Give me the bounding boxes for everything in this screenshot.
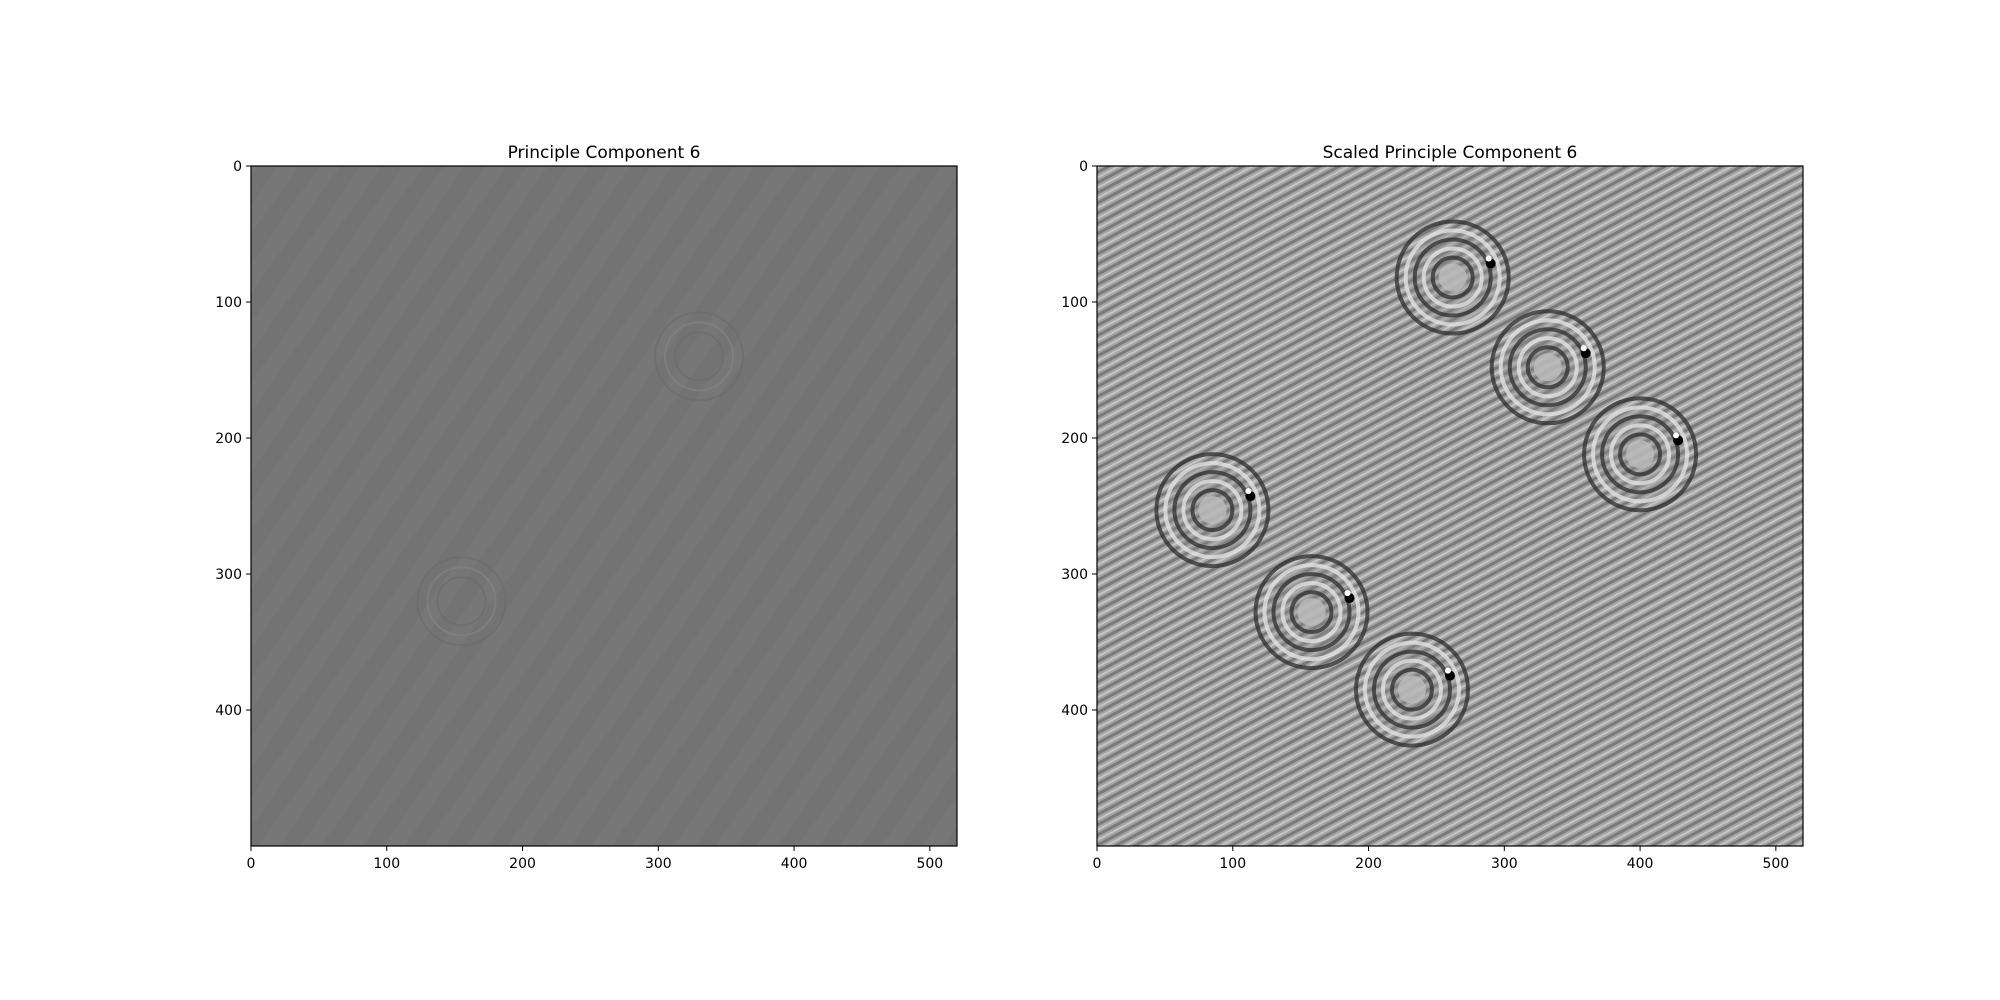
x-tick-label: 300 [1491, 856, 1518, 872]
ring-feature [1582, 396, 1699, 513]
y-tick-label: 0 [233, 159, 242, 175]
y-tick-label: 400 [1061, 703, 1088, 719]
x-tick-label: 500 [1762, 856, 1789, 872]
x-tick-label: 100 [1219, 856, 1246, 872]
heatmap-image [251, 166, 957, 846]
y-tick-label: 300 [215, 567, 242, 583]
x-tick-label: 0 [1093, 856, 1102, 872]
panel-principle-component: Principle Component 6 0 100 200 300 400 500 0 1… [215, 143, 958, 872]
axis-ticks: 0 100 200 300 400 500 0 100 200 300 400 [1061, 159, 1789, 872]
heatmap-image [1097, 166, 1803, 846]
ring-feature [1253, 554, 1370, 671]
panel-scaled-principle-component: Scaled Principle Component 6 0 100 200 300 4… [1061, 143, 1804, 872]
x-tick-label: 200 [509, 856, 536, 872]
ring-feature [1154, 452, 1271, 569]
axes-frame [1096, 165, 1804, 847]
panel-title: Scaled Principle Component 6 [1323, 143, 1578, 163]
x-tick-label: 400 [781, 856, 808, 872]
y-tick-label: 400 [215, 703, 242, 719]
y-tick-label: 200 [215, 431, 242, 447]
ring-feature [1394, 219, 1511, 336]
axis-ticks: 0 100 200 300 400 500 0 100 200 300 400 [215, 159, 943, 872]
x-tick-label: 300 [645, 856, 672, 872]
x-tick-label: 100 [373, 856, 400, 872]
y-tick-label: 100 [215, 295, 242, 311]
y-tick-label: 200 [1061, 431, 1088, 447]
ring-feature [1353, 631, 1470, 748]
x-tick-label: 400 [1627, 856, 1654, 872]
ring-feature [1489, 309, 1606, 426]
x-tick-label: 0 [247, 856, 256, 872]
ring-feature [654, 311, 745, 402]
y-tick-label: 300 [1061, 567, 1088, 583]
panel-title: Principle Component 6 [508, 143, 701, 163]
axes-frame [250, 165, 958, 847]
ring-feature [416, 556, 507, 647]
x-tick-label: 500 [916, 856, 943, 872]
x-tick-label: 200 [1355, 856, 1382, 872]
y-tick-label: 100 [1061, 295, 1088, 311]
y-tick-label: 0 [1079, 159, 1088, 175]
